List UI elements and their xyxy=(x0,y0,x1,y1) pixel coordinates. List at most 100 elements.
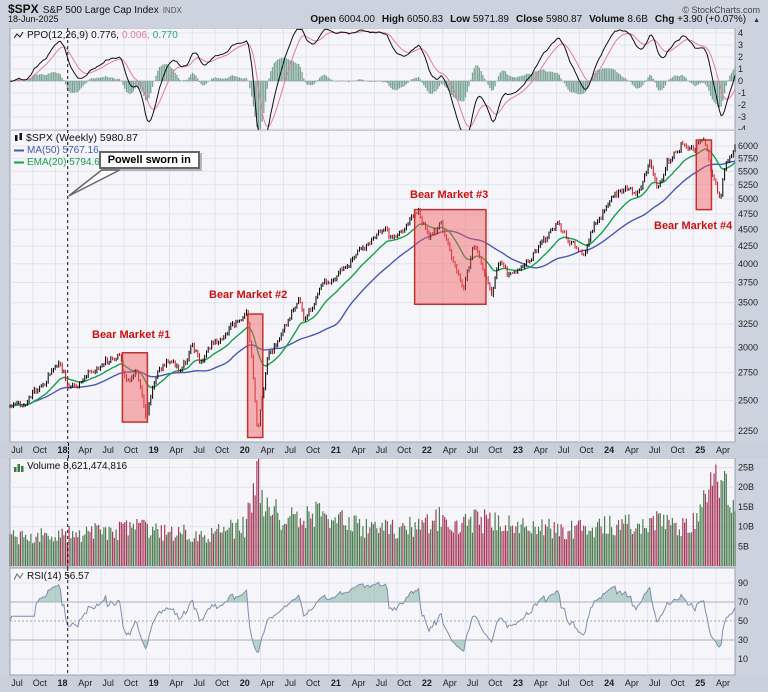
x-axis-label: Apr xyxy=(260,445,275,455)
x-axis-label: Oct xyxy=(32,445,47,455)
volume-bars-down xyxy=(11,458,720,566)
axis-tick-label: 5000 xyxy=(738,194,758,204)
bear-market-label-3: Bear Market #3 xyxy=(410,189,489,201)
quote-value: +3.90 (+0.07%) xyxy=(677,14,747,25)
quote-value: 6050.83 xyxy=(406,14,444,25)
x-axis-label: 18 xyxy=(57,445,68,455)
x-axis-label: Oct xyxy=(123,678,138,688)
axis-tick-label: 4 xyxy=(738,28,743,38)
powell-annotation: Powell sworn in xyxy=(98,151,200,169)
axis-tick-label: 5B xyxy=(738,541,749,551)
quote-key: Chg xyxy=(654,14,678,25)
axis-tick-label: 1 xyxy=(738,64,743,74)
callout-tail xyxy=(68,169,121,197)
x-axis-label: Apr xyxy=(78,678,93,688)
quote-key: Low xyxy=(450,14,473,25)
ppo-value-3: 0.770 xyxy=(152,30,178,41)
x-axis-label: Jul xyxy=(375,678,388,688)
rsi-overbought-fill xyxy=(37,582,706,602)
x-axis-label: Oct xyxy=(670,445,685,455)
rsi-line-icon xyxy=(14,572,24,581)
x-axis-label: Oct xyxy=(670,678,685,688)
ppo-line-icon xyxy=(14,31,24,40)
quote-key: High xyxy=(381,14,407,25)
quote-key: Volume xyxy=(589,14,628,25)
axis-tick-label: 3250 xyxy=(738,319,758,329)
price-panel: 6000 5750 5500 5250 5000 4750 4500 4250 4000 3750… xyxy=(9,130,758,443)
x-axis-label: Jul xyxy=(375,445,388,455)
x-axis-label: Apr xyxy=(351,678,366,688)
rsi-line xyxy=(9,581,736,653)
x-axis-label: 24 xyxy=(604,445,615,455)
price-label: $SPX (Weekly) 5980.87 xyxy=(26,132,138,144)
x-axis-middle: Jul Oct 18 Apr Jul Oct 19 Apr Jul Oct 20 Apr Jul Oct 2… xyxy=(0,443,768,458)
x-axis-label: 21 xyxy=(330,678,341,688)
axis-tick-label: 2 xyxy=(738,52,743,62)
ppo-value-2: 0.006, xyxy=(121,30,150,41)
candles-up xyxy=(9,137,736,427)
x-axis-label: Apr xyxy=(716,678,731,688)
x-axis-label: Apr xyxy=(169,678,184,688)
x-axis-label: Apr xyxy=(78,445,93,455)
x-axis-label: Oct xyxy=(397,678,412,688)
x-axis-label: Jul xyxy=(102,678,114,688)
x-axis-label: 20 xyxy=(239,445,250,455)
x-axis-label: Jul xyxy=(193,678,205,688)
axis-tick-label: 5250 xyxy=(738,180,758,190)
ppo-legend: PPO(12,26,9) 0.776, 0.006, 0.770 xyxy=(14,30,178,41)
axis-tick-label: -3 xyxy=(738,112,746,122)
x-axis-label: Apr xyxy=(260,678,275,688)
ma50-line xyxy=(9,160,736,408)
axis-tick-label: 5500 xyxy=(738,166,758,176)
bear-market-box xyxy=(121,352,149,423)
quote-value: 8.6B xyxy=(627,14,648,25)
axis-tick-label: 4000 xyxy=(738,259,758,269)
axis-tick-label: 3000 xyxy=(738,342,758,352)
x-axis-label: Jul xyxy=(284,445,297,455)
axis-tick-label: -2 xyxy=(738,100,746,110)
ppo-main-line xyxy=(9,28,736,130)
axis-tick-label: 50 xyxy=(738,616,748,626)
volume-bars-icon xyxy=(14,462,24,472)
x-axis-label: Jul xyxy=(466,678,479,688)
x-axis-label: Jul xyxy=(466,445,479,455)
x-axis-label: Apr xyxy=(624,445,639,455)
axis-tick-label: 2500 xyxy=(738,395,758,405)
axis-tick-label: 3500 xyxy=(738,298,758,308)
x-axis-label: 19 xyxy=(148,678,159,688)
bear-market-box xyxy=(413,208,487,306)
x-axis-label: Apr xyxy=(169,445,184,455)
axis-tick-label: 4750 xyxy=(738,209,758,219)
price-legend: $SPX (Weekly) 5980.87 xyxy=(14,132,138,144)
ppo-panel: 4 3 2 1 0 -1 -2 -3 -4 xyxy=(9,28,746,130)
x-axis-label: Oct xyxy=(306,445,321,455)
x-axis-label: Jul xyxy=(557,678,570,688)
x-axis-label: Jul xyxy=(102,445,114,455)
x-axis-label: Jul xyxy=(11,678,23,688)
symbol-name: S&P 500 Large Cap Index xyxy=(42,5,159,16)
axis-tick-label: 2750 xyxy=(738,368,758,378)
axis-tick-label: 10 xyxy=(738,654,748,664)
x-axis-label: Apr xyxy=(442,445,457,455)
symbol: $SPX xyxy=(8,2,39,16)
quote-value: 6004.00 xyxy=(338,14,375,25)
ppo-label: PPO(12,26,9) xyxy=(27,30,89,41)
axis-tick-label: -1 xyxy=(738,88,746,98)
axis-tick-label: 70 xyxy=(738,597,748,607)
rsi-label: RSI(14) 56.57 xyxy=(27,571,90,582)
volume-panel: 25B 20B 15B 10B 5B xyxy=(9,458,754,568)
x-axis-label: Apr xyxy=(716,445,731,455)
bear-market-label-1: Bear Market #1 xyxy=(92,329,171,341)
volume-label: Volume 8,621,474,816 xyxy=(27,461,128,472)
x-axis-label: 20 xyxy=(239,678,250,688)
x-axis-label: Apr xyxy=(624,678,639,688)
ma-line-icon xyxy=(14,147,24,154)
x-axis-label: Jul xyxy=(648,445,661,455)
x-axis-label: Oct xyxy=(397,445,412,455)
x-axis-label: Jul xyxy=(648,678,661,688)
rsi-legend: RSI(14) 56.57 xyxy=(14,571,89,582)
x-axis-label: 23 xyxy=(513,445,524,455)
x-axis-label: Oct xyxy=(579,445,594,455)
axis-tick-label: 3 xyxy=(738,40,743,50)
x-axis-label: Oct xyxy=(214,678,229,688)
